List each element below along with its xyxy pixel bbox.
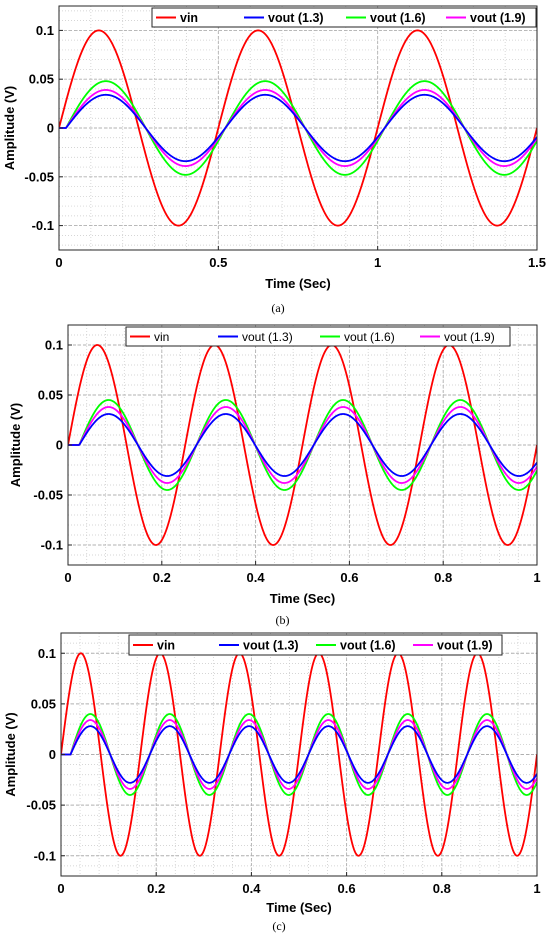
- x-tick-label: 0: [57, 881, 64, 896]
- legend-label: vout (1.3): [268, 11, 324, 25]
- legend-box: [151, 7, 537, 28]
- legend-label: vout (1.6): [340, 639, 396, 653]
- x-tick-label: 0.4: [247, 570, 266, 585]
- x-tick-label: 0.4: [242, 881, 261, 896]
- y-tick-label: 0: [56, 438, 63, 453]
- y-tick-label: 0.05: [29, 72, 54, 87]
- legend-label: vout (1.9): [437, 639, 493, 653]
- x-tick-label: 0: [64, 570, 71, 585]
- series-line-vout-1-3: [68, 413, 537, 477]
- legend: vin vout (1.3) vout (1.6) vout (1.9): [128, 634, 503, 656]
- x-tick-label: 1: [374, 255, 381, 270]
- legend-label: vout (1.6): [344, 330, 395, 344]
- legend-label: vin: [180, 11, 198, 25]
- series-line-vout-1-6: [61, 713, 537, 796]
- x-axis-label: Time (Sec): [270, 591, 336, 606]
- panel-caption: (a): [271, 301, 284, 315]
- x-tick-label: 0.2: [147, 881, 165, 896]
- x-tick-label: 0: [55, 255, 62, 270]
- y-tick-label: -0.1: [32, 218, 54, 233]
- y-tick-label: -0.05: [26, 798, 56, 813]
- y-tick-label: -0.05: [33, 488, 63, 503]
- legend-box: [125, 326, 511, 347]
- series-line-vout-1-6: [59, 80, 537, 176]
- series-line-vout-1-3: [61, 725, 537, 784]
- x-axis-label: Time (Sec): [265, 276, 331, 291]
- panel-caption: (b): [276, 613, 290, 627]
- x-tick-label: 0.6: [338, 881, 356, 896]
- y-tick-label: 0: [47, 121, 54, 136]
- x-tick-label: 0.6: [340, 570, 358, 585]
- y-tick-label: 0: [49, 747, 56, 762]
- legend-box: [128, 634, 503, 656]
- legend-label: vout (1.3): [243, 639, 299, 653]
- panel-caption: (c): [272, 919, 285, 933]
- y-axis-label: Amplitude (V): [3, 712, 18, 797]
- legend-label: vout (1.3): [242, 330, 293, 344]
- y-tick-label: -0.1: [34, 848, 56, 863]
- y-tick-label: 0.1: [45, 338, 63, 353]
- y-tick-label: 0.05: [31, 696, 56, 711]
- y-axis-label: Amplitude (V): [2, 86, 17, 171]
- x-tick-label: 0.5: [209, 255, 227, 270]
- series-line-vin: [61, 652, 537, 857]
- y-tick-label: 0.1: [38, 646, 56, 661]
- legend: vin vout (1.3) vout (1.6) vout (1.9): [125, 326, 511, 347]
- legend-label: vout (1.6): [370, 11, 426, 25]
- legend-label: vout (1.9): [444, 330, 495, 344]
- chart-panel-2: 0 0.2 0.4 0.6 0.8 1 -0.1 -0.05 0 0.05 0.1 Time (Sec…: [8, 324, 541, 627]
- series-line-vout-1-9: [68, 406, 537, 484]
- legend-label: vin: [154, 330, 169, 344]
- y-axis-label: Amplitude (V): [8, 403, 23, 488]
- series-line-vout-1-3: [59, 93, 537, 163]
- x-tick-label: 0.2: [153, 570, 171, 585]
- legend-label: vout (1.9): [470, 11, 526, 25]
- chart-panel-1: 0 0.5 1 1.5 -0.1 -0.05 0 0.05 0.1 Time (Sec) Ampli…: [2, 5, 546, 315]
- x-tick-label: 1: [533, 881, 540, 896]
- y-tick-label: -0.1: [41, 538, 63, 553]
- x-tick-label: 0.8: [433, 881, 451, 896]
- y-tick-label: 0.05: [38, 388, 63, 403]
- series-line-vin: [68, 344, 537, 546]
- x-tick-label: 0.8: [434, 570, 452, 585]
- series-line-vout-1-9: [61, 719, 537, 790]
- y-tick-label: 0.1: [36, 23, 54, 38]
- series-line-vout-1-6: [68, 399, 537, 491]
- x-axis-label: Time (Sec): [266, 900, 332, 915]
- series-line-vin: [59, 29, 537, 227]
- x-tick-label: 1: [533, 570, 540, 585]
- chart-panel-3: 0 0.2 0.4 0.6 0.8 1 -0.1 -0.05 0 0.05 0.1 Time (Sec…: [3, 632, 541, 933]
- x-tick-label: 1.5: [528, 255, 546, 270]
- legend: vin vout (1.3) vout (1.6) vout (1.9): [151, 7, 537, 28]
- legend-label: vin: [157, 639, 175, 653]
- y-tick-label: -0.05: [24, 169, 54, 184]
